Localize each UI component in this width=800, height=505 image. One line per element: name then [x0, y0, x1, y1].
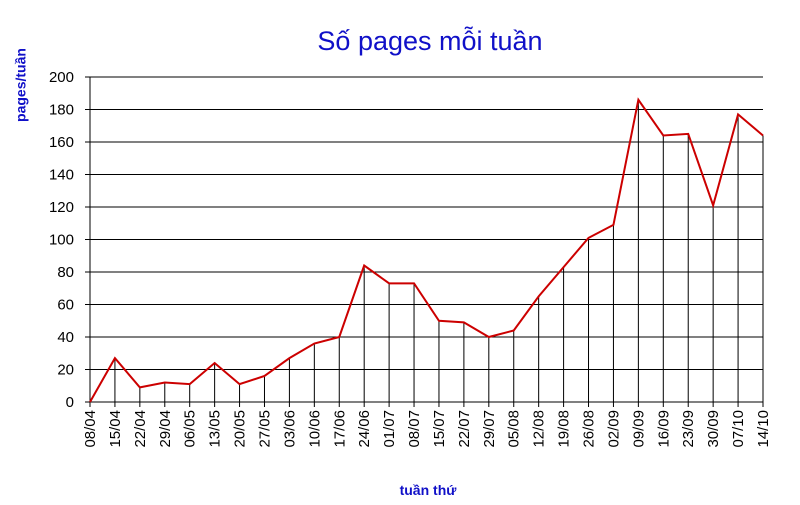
x-tick-label: 12/08: [531, 410, 548, 448]
y-tick-label: 0: [66, 394, 74, 411]
y-tick-label: 40: [57, 329, 74, 346]
y-axis-label: pages/tuần: [13, 48, 29, 122]
chart-title: Số pages mỗi tuần: [317, 25, 542, 56]
x-tick-label: 29/04: [157, 410, 174, 448]
x-tick-label: 03/06: [281, 410, 298, 448]
x-tick-label: 08/04: [82, 410, 99, 448]
x-tick-label: 10/06: [306, 410, 323, 448]
x-axis-label: tuần thứ: [400, 482, 458, 498]
x-tick-label: 15/04: [107, 410, 124, 448]
x-tick-label: 13/05: [207, 410, 224, 448]
x-tick-label: 22/07: [456, 410, 473, 448]
y-tick-label: 60: [57, 297, 74, 314]
x-tick-label: 16/09: [655, 410, 672, 448]
x-tick-label: 08/07: [406, 410, 423, 448]
y-tick-label: 160: [49, 134, 74, 151]
x-tick-label: 27/05: [256, 410, 273, 448]
x-tick-label: 26/08: [581, 410, 598, 448]
y-tick-label: 80: [57, 264, 74, 281]
x-tick-label: 23/09: [680, 410, 697, 448]
x-tick-label: 22/04: [132, 410, 149, 448]
y-tick-label: 180: [49, 102, 74, 119]
y-tick-label: 200: [49, 69, 74, 86]
x-tick-label: 29/07: [481, 410, 498, 448]
y-tick-label: 120: [49, 199, 74, 216]
x-tick-label: 17/06: [331, 410, 348, 448]
x-tick-label: 07/10: [730, 410, 747, 448]
x-tick-label: 05/08: [506, 410, 523, 448]
y-tick-label: 140: [49, 167, 74, 184]
data-line: [89, 97, 764, 403]
x-tick-label: 09/09: [630, 410, 647, 448]
x-tick-label: 20/05: [232, 410, 249, 448]
x-tick-label: 30/09: [705, 410, 722, 448]
x-tick-label: 02/09: [605, 410, 622, 448]
x-tick-label: 19/08: [556, 410, 573, 448]
y-tick-label: 20: [57, 362, 74, 379]
x-tick-label: 24/06: [356, 410, 373, 448]
x-tick-label: 01/07: [381, 410, 398, 448]
y-tick-label: 100: [49, 232, 74, 249]
x-tick-label: 06/05: [182, 410, 199, 448]
x-tick-label: 14/10: [755, 410, 772, 448]
x-tick-label: 15/07: [431, 410, 448, 448]
